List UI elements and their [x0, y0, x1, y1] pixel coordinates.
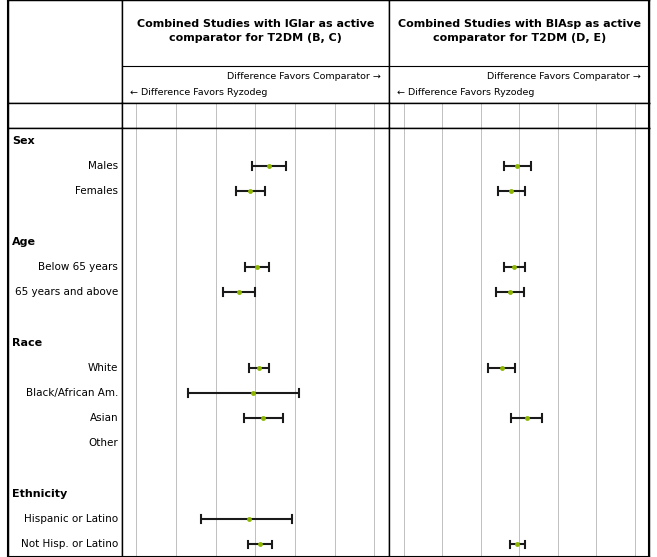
- Text: Asian: Asian: [89, 413, 118, 423]
- Text: Other: Other: [89, 438, 118, 448]
- Text: Females: Females: [75, 186, 118, 196]
- Text: Males: Males: [88, 161, 118, 171]
- Text: Ethnicity: Ethnicity: [12, 489, 68, 499]
- Text: White: White: [88, 363, 118, 373]
- Text: ← Difference Favors Ryzodeg: ← Difference Favors Ryzodeg: [129, 88, 267, 97]
- Text: Combined Studies with BIAsp as active
comparator for T2DM (D, E): Combined Studies with BIAsp as active co…: [397, 19, 641, 42]
- Text: Race: Race: [12, 338, 43, 348]
- Text: Black/African Am.: Black/African Am.: [26, 388, 118, 398]
- Text: Below 65 years: Below 65 years: [38, 262, 118, 272]
- Text: Difference Favors Comparator →: Difference Favors Comparator →: [487, 72, 641, 81]
- Text: Combined Studies with IGlar as active
comparator for T2DM (B, C): Combined Studies with IGlar as active co…: [137, 19, 374, 42]
- Text: Age: Age: [12, 237, 36, 247]
- Text: Not Hisp. or Latino: Not Hisp. or Latino: [21, 539, 118, 549]
- Text: 65 years and above: 65 years and above: [15, 287, 118, 297]
- Text: Difference Favors Comparator →: Difference Favors Comparator →: [227, 72, 381, 81]
- Text: Sex: Sex: [12, 136, 35, 146]
- Text: Hispanic or Latino: Hispanic or Latino: [24, 514, 118, 524]
- Text: ← Difference Favors Ryzodeg: ← Difference Favors Ryzodeg: [397, 88, 534, 97]
